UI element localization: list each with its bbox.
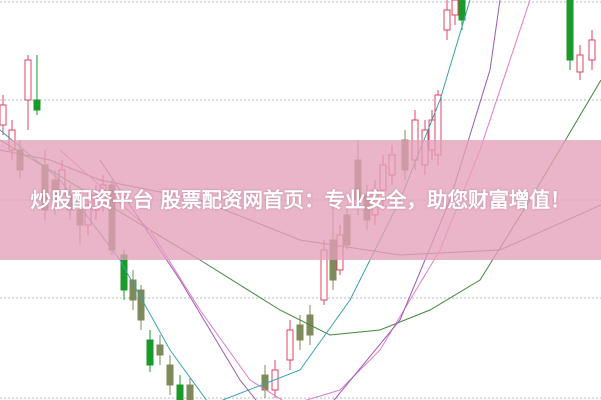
page-title: 炒股配资平台 股票配资网首页：专业安全，助您财富增值！: [30, 188, 571, 212]
candle-body: [286, 329, 294, 361]
candle-body: [120, 254, 128, 291]
candle-body: [296, 324, 304, 341]
candle-body: [451, 0, 459, 16]
candle-body: [443, 9, 451, 31]
candle-body: [588, 39, 596, 61]
title-banner: 炒股配资平台 股票配资网首页：专业安全，助您财富增值！: [0, 140, 601, 260]
candle-body: [458, 0, 466, 21]
candle-body: [24, 59, 32, 101]
candle-body: [33, 99, 41, 111]
candle-body: [166, 364, 174, 386]
candle-body: [146, 339, 154, 366]
candle-body: [186, 384, 194, 400]
candle-body: [129, 279, 137, 301]
candle-body: [176, 384, 184, 400]
candle-body: [576, 54, 584, 73]
candle-body: [156, 344, 164, 356]
candle-body: [137, 289, 145, 321]
candle-body: [0, 104, 7, 126]
moving-average-pink: [59, 0, 531, 400]
moving-average-purple: [99, 0, 501, 400]
candle-body: [566, 0, 574, 61]
